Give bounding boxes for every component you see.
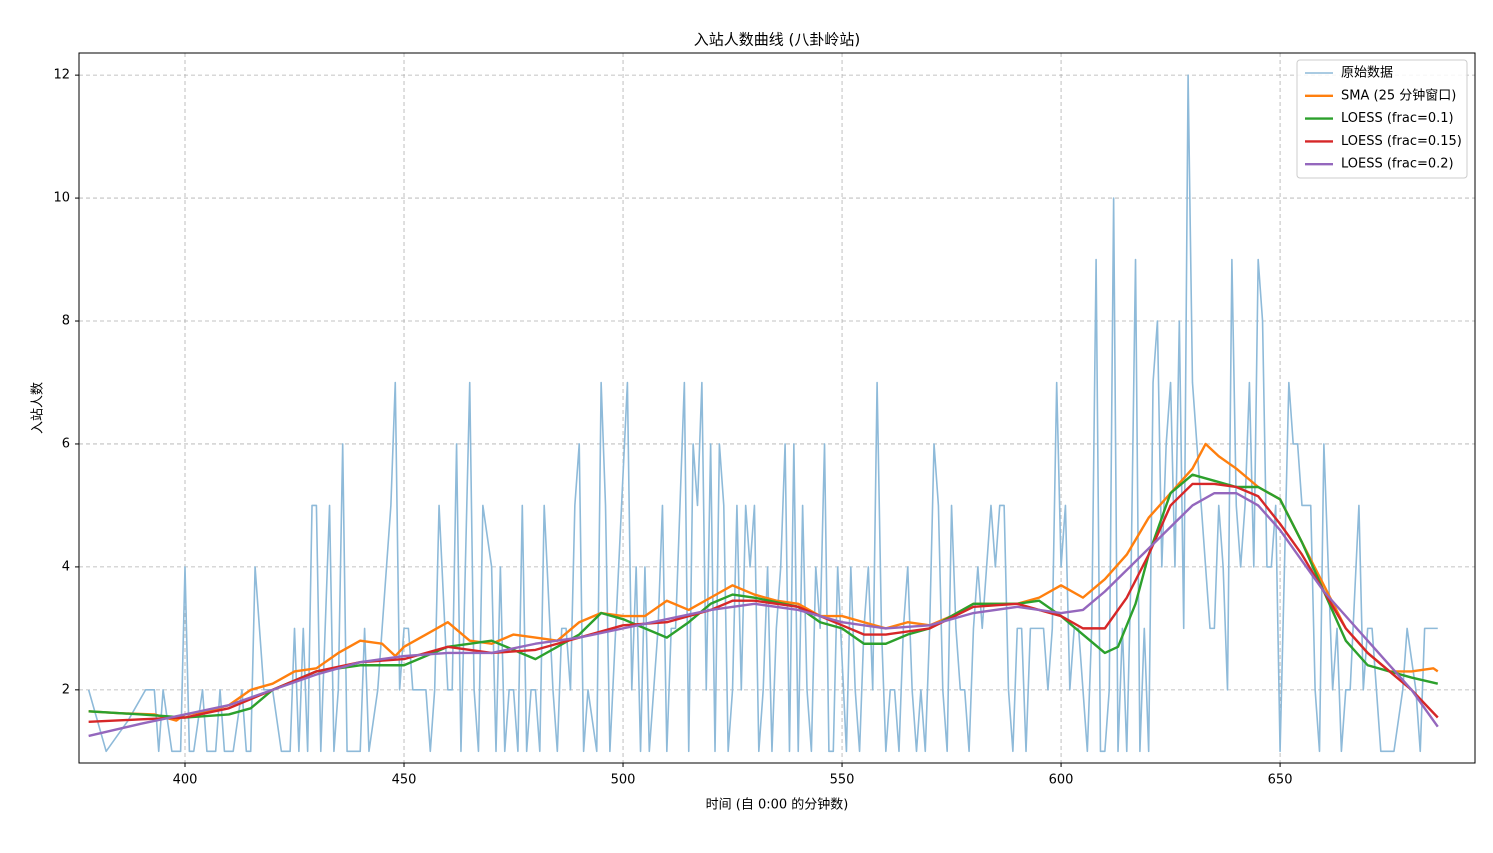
x-tick-label: 400	[173, 773, 198, 788]
legend-label: LOESS (frac=0.1)	[1341, 111, 1454, 126]
x-tick-label: 550	[830, 773, 855, 788]
plot-area	[79, 53, 1475, 763]
y-tick-label: 2	[62, 682, 70, 697]
axes-frame	[78, 52, 1476, 764]
y-tick-label: 8	[62, 314, 70, 329]
x-tick-label: 500	[611, 773, 636, 788]
x-tick-label: 450	[392, 773, 417, 788]
x-tick-label: 650	[1268, 773, 1293, 788]
chart-title: 入站人数曲线 (八卦岭站)	[694, 31, 860, 49]
y-tick-label: 10	[53, 191, 70, 206]
legend-label: LOESS (frac=0.2)	[1341, 157, 1454, 172]
series-line	[88, 491, 1439, 738]
x-tick-label: 600	[1049, 773, 1074, 788]
x-axis-label: 时间 (自 0:00 的分钟数)	[706, 797, 849, 813]
y-tick-label: 6	[62, 436, 70, 451]
legend-label: SMA (25 分钟窗口)	[1341, 87, 1456, 103]
y-tick-label: 12	[53, 68, 70, 83]
y-axis-label: 入站人数	[31, 382, 46, 434]
y-tick-label: 4	[62, 559, 70, 574]
legend-label: LOESS (frac=0.15)	[1341, 134, 1462, 149]
series-line	[88, 473, 1439, 719]
legend-label: 原始数据	[1341, 66, 1393, 81]
series-line	[88, 442, 1439, 722]
series-line	[87, 74, 1438, 753]
series-line	[88, 482, 1439, 724]
legend-box	[1296, 59, 1468, 179]
